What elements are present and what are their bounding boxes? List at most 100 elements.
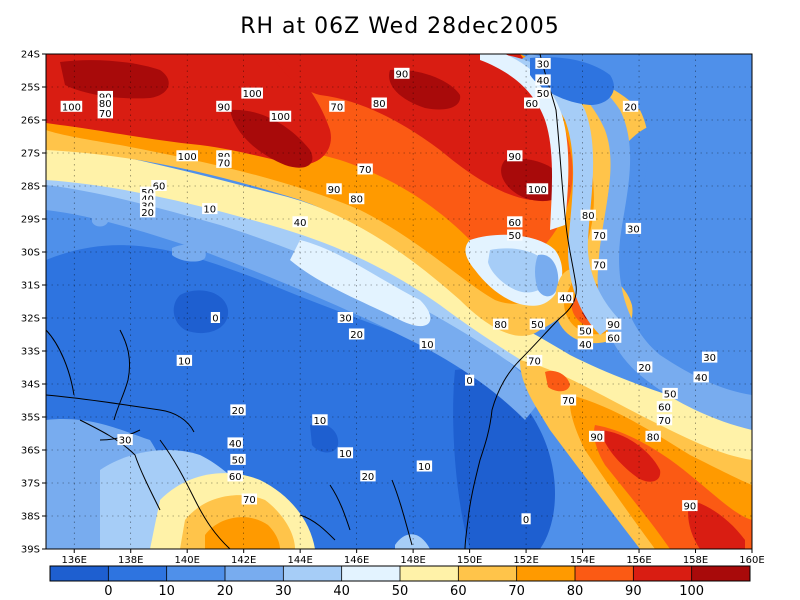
lon-tick-label: 146E — [344, 555, 369, 566]
coastline — [46, 54, 577, 549]
contour-label-box — [97, 97, 114, 109]
contour-label-box — [526, 354, 543, 366]
contour-label: 90 — [507, 150, 523, 163]
plot-frame — [45, 53, 753, 550]
contour-label: 90 — [588, 430, 605, 443]
contour-label: 70 — [656, 414, 673, 427]
contour-label-box — [360, 470, 376, 482]
lat-tick-label: 36S — [21, 446, 40, 457]
contour-label-text: 20 — [362, 472, 375, 483]
contour-label-box — [329, 100, 345, 112]
contour-label-text: 50 — [232, 455, 245, 466]
contour-label: 0 — [465, 374, 475, 387]
lon-tick-label: 150E — [457, 555, 482, 566]
contour-label: 80 — [645, 430, 661, 443]
colorbar-swatch — [341, 566, 401, 581]
contour-label-box — [348, 328, 365, 340]
contour-label: 80 — [348, 193, 365, 206]
contour-label: 80 — [580, 209, 596, 222]
contour-label-text: 30 — [119, 436, 132, 447]
contour-label-text: 0 — [523, 515, 529, 526]
contour-label-box — [465, 374, 475, 386]
contour-label-box — [97, 107, 114, 119]
contour-label: 70 — [329, 100, 345, 113]
contour-label-text: 10 — [339, 449, 352, 460]
lon-tick-label: 142E — [231, 555, 256, 566]
contour-label-text: 40 — [695, 373, 708, 384]
contour-label: 90 — [394, 67, 410, 80]
colorbar-label: 90 — [625, 584, 642, 599]
lat-tick-label: 39S — [21, 545, 40, 556]
contour-label-text: 10 — [421, 340, 434, 351]
contour-labels: 3040506020901001009080709010070801008070… — [60, 57, 718, 526]
contour-label-text: 70 — [658, 416, 671, 427]
contour-label-box — [588, 430, 605, 442]
contour-label: 40 — [535, 74, 551, 87]
contour-label-text: 100 — [178, 152, 197, 163]
contour-label-text: 60 — [508, 218, 521, 229]
contour-label-text: 100 — [528, 185, 547, 196]
contour-label-box — [682, 500, 698, 512]
colorbar-swatch — [458, 566, 518, 581]
contour-label-box — [202, 203, 218, 215]
contour-label-box — [507, 229, 523, 241]
colorbar-label: 60 — [450, 584, 467, 599]
peak-se — [545, 370, 570, 392]
contour-label-text: 50 — [531, 320, 544, 331]
contour-label: 0 — [210, 312, 221, 325]
contour-label-box — [230, 404, 246, 416]
contour-label: 10 — [202, 203, 218, 216]
lon-tick-label: 154E — [570, 555, 595, 566]
contour-label-text: 70 — [359, 165, 372, 176]
contour-label: 40 — [577, 338, 594, 351]
contour-label-box — [577, 325, 594, 337]
contour-label-box — [241, 87, 263, 99]
contour-label: 70 — [591, 229, 608, 242]
contour-label: 50 — [230, 453, 246, 466]
contour-label-box — [227, 437, 243, 449]
contour-label-text: 90 — [328, 185, 341, 196]
contour-label-text: 0 — [212, 314, 218, 325]
colorbar-swatch — [691, 566, 751, 581]
contour-label-text: 90 — [508, 152, 521, 163]
contour-label: 20 — [230, 404, 246, 417]
contour-label-text: 20 — [141, 208, 154, 219]
contour-label-box — [269, 110, 292, 122]
contour-label-text: 70 — [218, 158, 231, 169]
contour-label-box — [526, 183, 549, 195]
contour-label-text: 90 — [218, 102, 231, 113]
contour-label: 100 — [176, 150, 198, 163]
contour-label-box — [529, 318, 546, 330]
contour-label: 10 — [419, 338, 435, 351]
contour-label: 70 — [357, 163, 373, 176]
contour-label-text: 90 — [590, 432, 603, 443]
contour-label-text: 80 — [99, 99, 112, 110]
contour-label: 60 — [524, 97, 540, 110]
contour-label: 40 — [227, 437, 243, 450]
patch-w1 — [92, 211, 109, 227]
contour-label: 50 — [535, 87, 551, 100]
contour-label-text: 10 — [178, 356, 191, 367]
contour-label-text: 50 — [508, 231, 521, 242]
contour-label-text: 20 — [350, 330, 363, 341]
contour-label-box — [656, 401, 673, 413]
contour-label-box — [176, 354, 193, 366]
contour-label: 50 — [662, 387, 678, 400]
contour-label: 10 — [416, 460, 433, 473]
lon-tick-label: 138E — [118, 555, 143, 566]
intrusion-40 — [488, 248, 550, 293]
colorbar-label: 80 — [567, 584, 584, 599]
contour-label: 10 — [312, 414, 328, 427]
contour-label: 60 — [227, 470, 243, 483]
contour-label-text: 100 — [243, 89, 262, 100]
contour-label-box — [139, 199, 156, 211]
lon-tick-label: 158E — [683, 555, 708, 566]
colorbar-swatch — [225, 566, 284, 581]
lat-tick-label: 27S — [21, 149, 40, 160]
contour-label-text: 70 — [593, 231, 606, 242]
ne-30 — [520, 54, 752, 430]
contour-label: 30 — [701, 351, 718, 364]
contour-label: 80 — [371, 97, 387, 110]
lon-axis: 136E 138E 140E 142E 144E 146E 148E 150E 152E 154E… — [62, 549, 765, 566]
contour-label-text: 60 — [525, 99, 538, 110]
